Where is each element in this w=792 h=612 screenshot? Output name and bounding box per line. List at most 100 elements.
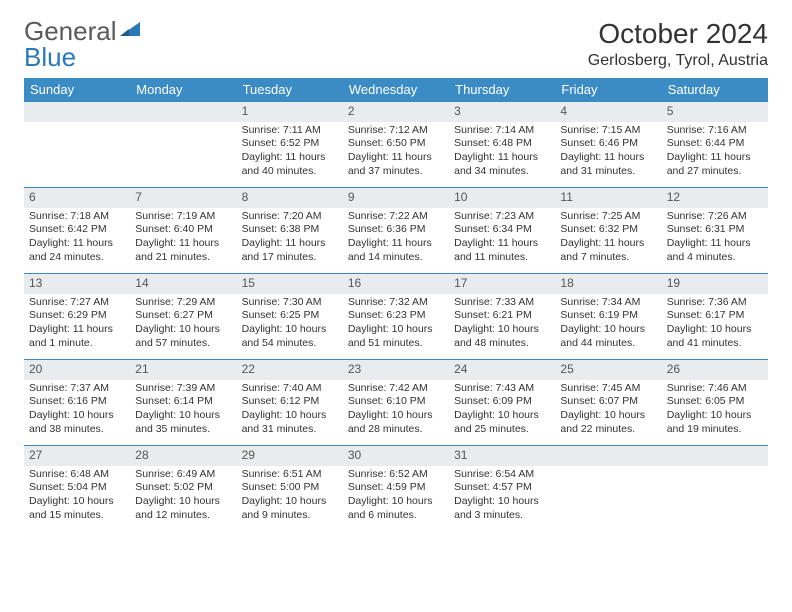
sunset-line: Sunset: 4:57 PM <box>454 481 550 495</box>
sunrise-line: Sunrise: 6:49 AM <box>135 468 231 482</box>
sunrise-line: Sunrise: 7:15 AM <box>560 124 656 138</box>
day-number: 28 <box>130 446 236 466</box>
day-number: 27 <box>24 446 130 466</box>
sunset-line: Sunset: 6:46 PM <box>560 137 656 151</box>
day-number: 14 <box>130 274 236 294</box>
daylight-line: Daylight: 10 hours and 28 minutes. <box>348 409 444 436</box>
sunset-line: Sunset: 6:32 PM <box>560 223 656 237</box>
day-number: 11 <box>555 188 661 208</box>
sunrise-line: Sunrise: 7:34 AM <box>560 296 656 310</box>
day-number: 1 <box>237 102 343 122</box>
day-cell: 3Sunrise: 7:14 AMSunset: 6:48 PMDaylight… <box>449 102 555 188</box>
day-content: Sunrise: 7:27 AMSunset: 6:29 PMDaylight:… <box>24 294 130 355</box>
day-content: Sunrise: 7:40 AMSunset: 6:12 PMDaylight:… <box>237 380 343 441</box>
sunset-line: Sunset: 6:42 PM <box>29 223 125 237</box>
day-number: 30 <box>343 446 449 466</box>
day-number: 19 <box>662 274 768 294</box>
month-title: October 2024 <box>588 18 768 50</box>
daylight-line: Daylight: 10 hours and 57 minutes. <box>135 323 231 350</box>
calendar-table: SundayMondayTuesdayWednesdayThursdayFrid… <box>24 78 768 532</box>
daylight-line: Daylight: 10 hours and 3 minutes. <box>454 495 550 522</box>
day-content: Sunrise: 7:14 AMSunset: 6:48 PMDaylight:… <box>449 122 555 183</box>
day-content: Sunrise: 7:29 AMSunset: 6:27 PMDaylight:… <box>130 294 236 355</box>
day-cell: 31 Sunrise: 6:54 AMSunset: 4:57 PMDayligh… <box>449 446 555 532</box>
sunrise-line: Sunrise: 7:46 AM <box>667 382 763 396</box>
day-number: 3 <box>449 102 555 122</box>
day-cell: 13Sunrise: 7:27 AMSunset: 6:29 PMDayligh… <box>24 274 130 360</box>
day-content: Sunrise: 7:34 AMSunset: 6:19 PMDaylight:… <box>555 294 661 355</box>
sunrise-line: Sunrise: 7:42 AM <box>348 382 444 396</box>
daylight-line: Daylight: 10 hours and 31 minutes. <box>242 409 338 436</box>
sunset-line: Sunset: 6:36 PM <box>348 223 444 237</box>
day-header: Monday <box>130 78 236 102</box>
day-header: Thursday <box>449 78 555 102</box>
day-cell: 20Sunrise: 7:37 AMSunset: 6:16 PMDayligh… <box>24 360 130 446</box>
day-number: 8 <box>237 188 343 208</box>
sunrise-line: Sunrise: 7:18 AM <box>29 210 125 224</box>
sunset-line: Sunset: 4:59 PM <box>348 481 444 495</box>
day-cell: 18Sunrise: 7:34 AMSunset: 6:19 PMDayligh… <box>555 274 661 360</box>
sunrise-line: Sunrise: 7:16 AM <box>667 124 763 138</box>
day-number: 9 <box>343 188 449 208</box>
day-cell: 5Sunrise: 7:16 AMSunset: 6:44 PMDaylight… <box>662 102 768 188</box>
day-cell: 14Sunrise: 7:29 AMSunset: 6:27 PMDayligh… <box>130 274 236 360</box>
sunrise-line: Sunrise: 7:45 AM <box>560 382 656 396</box>
sunset-line: Sunset: 6:27 PM <box>135 309 231 323</box>
sunrise-line: Sunrise: 6:48 AM <box>29 468 125 482</box>
sunrise-line: Sunrise: 7:29 AM <box>135 296 231 310</box>
sunset-line: Sunset: 6:44 PM <box>667 137 763 151</box>
day-cell: 27Sunrise: 6:48 AMSunset: 5:04 PMDayligh… <box>24 446 130 532</box>
day-cell: 16Sunrise: 7:32 AMSunset: 6:23 PMDayligh… <box>343 274 449 360</box>
sunrise-line: Sunrise: 6:52 AM <box>348 468 444 482</box>
day-cell <box>130 102 236 188</box>
daylight-line: Daylight: 10 hours and 54 minutes. <box>242 323 338 350</box>
sunset-line: Sunset: 5:02 PM <box>135 481 231 495</box>
sunrise-line: Sunrise: 7:26 AM <box>667 210 763 224</box>
sunrise-line: Sunrise: 7:32 AM <box>348 296 444 310</box>
daylight-line: Daylight: 11 hours and 40 minutes. <box>242 151 338 178</box>
sunset-line: Sunset: 6:34 PM <box>454 223 550 237</box>
day-content: Sunrise: 6:48 AMSunset: 5:04 PMDaylight:… <box>24 466 130 527</box>
day-cell: 30Sunrise: 6:52 AMSunset: 4:59 PMDayligh… <box>343 446 449 532</box>
day-header: Friday <box>555 78 661 102</box>
day-cell: 25Sunrise: 7:45 AMSunset: 6:07 PMDayligh… <box>555 360 661 446</box>
day-cell <box>662 446 768 532</box>
day-number: 12 <box>662 188 768 208</box>
day-number: 23 <box>343 360 449 380</box>
logo: GeneralBlue <box>24 18 140 70</box>
sunset-line: Sunset: 6:05 PM <box>667 395 763 409</box>
daylight-line: Daylight: 10 hours and 25 minutes. <box>454 409 550 436</box>
daylight-line: Daylight: 10 hours and 19 minutes. <box>667 409 763 436</box>
day-content: Sunrise: 7:23 AMSunset: 6:34 PMDaylight:… <box>449 208 555 269</box>
day-cell: 26Sunrise: 7:46 AMSunset: 6:05 PMDayligh… <box>662 360 768 446</box>
daylight-line: Daylight: 11 hours and 24 minutes. <box>29 237 125 264</box>
day-cell: 7Sunrise: 7:19 AMSunset: 6:40 PMDaylight… <box>130 188 236 274</box>
day-content: Sunrise: 6:49 AMSunset: 5:02 PMDaylight:… <box>130 466 236 527</box>
day-number-empty <box>24 102 130 122</box>
sunset-line: Sunset: 6:19 PM <box>560 309 656 323</box>
day-content: Sunrise: 7:22 AMSunset: 6:36 PMDaylight:… <box>343 208 449 269</box>
day-number-empty <box>555 446 661 466</box>
sunset-line: Sunset: 6:16 PM <box>29 395 125 409</box>
daylight-line: Daylight: 10 hours and 51 minutes. <box>348 323 444 350</box>
day-number: 15 <box>237 274 343 294</box>
sunset-line: Sunset: 6:21 PM <box>454 309 550 323</box>
logo-text-blue: Blue <box>24 42 76 72</box>
day-number: 16 <box>343 274 449 294</box>
daylight-line: Daylight: 10 hours and 44 minutes. <box>560 323 656 350</box>
day-cell: 6Sunrise: 7:18 AMSunset: 6:42 PMDaylight… <box>24 188 130 274</box>
day-number: 21 <box>130 360 236 380</box>
daylight-line: Daylight: 11 hours and 4 minutes. <box>667 237 763 264</box>
day-content: Sunrise: 7:39 AMSunset: 6:14 PMDaylight:… <box>130 380 236 441</box>
sunset-line: Sunset: 6:31 PM <box>667 223 763 237</box>
day-content: Sunrise: 7:15 AMSunset: 6:46 PMDaylight:… <box>555 122 661 183</box>
daylight-line: Daylight: 11 hours and 34 minutes. <box>454 151 550 178</box>
sunset-line: Sunset: 5:04 PM <box>29 481 125 495</box>
day-cell: 17Sunrise: 7:33 AMSunset: 6:21 PMDayligh… <box>449 274 555 360</box>
sunset-line: Sunset: 6:40 PM <box>135 223 231 237</box>
location: Gerlosberg, Tyrol, Austria <box>588 52 768 70</box>
day-content: Sunrise: 6:51 AMSunset: 5:00 PMDaylight:… <box>237 466 343 527</box>
sunrise-line: Sunrise: 6:54 AM <box>454 468 550 482</box>
day-number: 31 <box>449 446 555 466</box>
day-content: Sunrise: 7:18 AMSunset: 6:42 PMDaylight:… <box>24 208 130 269</box>
